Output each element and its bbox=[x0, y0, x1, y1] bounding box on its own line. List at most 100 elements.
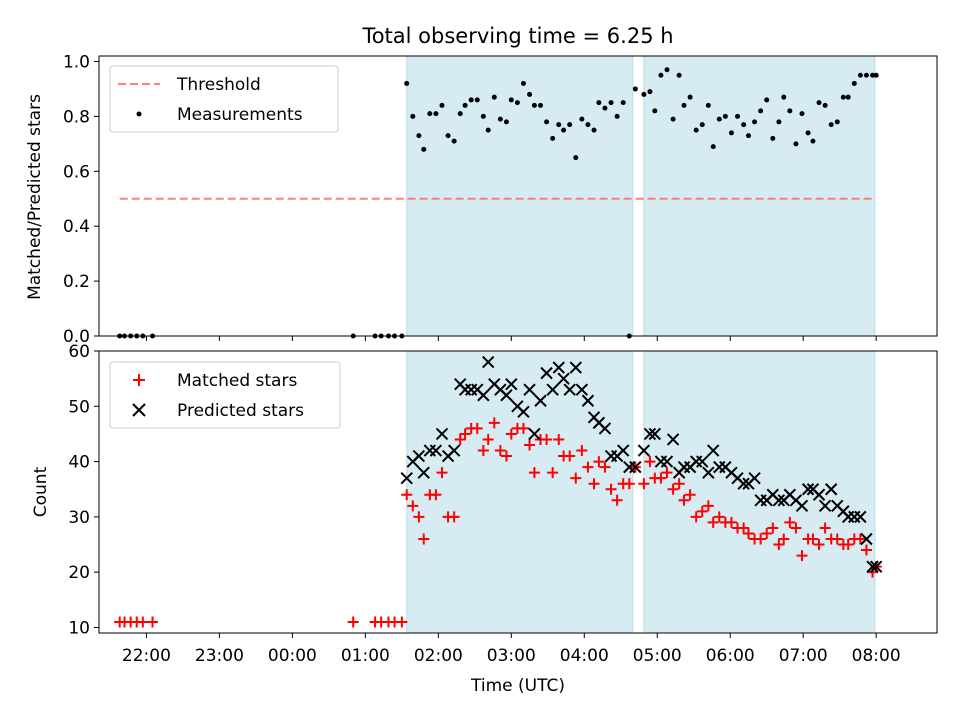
measurement-point bbox=[404, 80, 410, 86]
measurement-point bbox=[457, 111, 463, 117]
x-tick-label: 01:00 bbox=[341, 646, 390, 666]
measurement-point bbox=[544, 119, 550, 125]
predicted-star-point bbox=[435, 427, 449, 441]
matched-star-point bbox=[661, 467, 673, 479]
bottom-legend: Matched stars Predicted stars bbox=[109, 361, 341, 429]
matched-star-point bbox=[611, 494, 623, 506]
predicted-star-point bbox=[866, 560, 879, 573]
x-tick-label: 00:00 bbox=[268, 646, 317, 666]
measurements-legend-swatch bbox=[136, 111, 142, 117]
matched-star-point bbox=[582, 461, 594, 473]
matched-star-point bbox=[541, 433, 553, 445]
matched-star-point bbox=[755, 533, 767, 545]
matched-star-point bbox=[593, 456, 605, 468]
measurement-point bbox=[845, 94, 851, 100]
predicted-star-point bbox=[772, 494, 786, 507]
predicted-star-point bbox=[707, 444, 720, 457]
predicted-star-point bbox=[563, 383, 576, 396]
matched-star-point bbox=[528, 467, 540, 479]
predicted-star-point bbox=[660, 455, 674, 468]
matched-star-point bbox=[396, 616, 408, 628]
measurement-point bbox=[602, 105, 608, 111]
measurement-point bbox=[596, 100, 602, 106]
matched-star-point bbox=[623, 478, 635, 490]
matched-star-point bbox=[796, 550, 808, 562]
matched-star-point bbox=[742, 527, 754, 539]
measurement-point bbox=[787, 108, 793, 114]
measurement-point bbox=[531, 102, 537, 108]
matched-star-point bbox=[570, 472, 582, 484]
matched-star-point bbox=[790, 522, 802, 534]
measurement-point bbox=[579, 116, 585, 122]
measurement-point bbox=[805, 130, 811, 136]
predicted-star-point bbox=[523, 383, 536, 396]
predicted-star-point bbox=[505, 377, 518, 391]
measurement-point bbox=[439, 102, 445, 108]
x-tick-label: 22:00 bbox=[122, 646, 171, 666]
measurement-point bbox=[538, 102, 544, 108]
measurement-point bbox=[840, 94, 846, 100]
bottom-shaded-bands bbox=[406, 350, 876, 634]
predicted-star-point bbox=[552, 361, 565, 374]
matched-star-point bbox=[477, 445, 489, 457]
measurement-point bbox=[676, 72, 682, 78]
predicted-star-point bbox=[869, 560, 883, 573]
matched-star-point bbox=[842, 539, 854, 551]
figure-title: Total observing time = 6.25 h bbox=[361, 24, 673, 48]
top-y-tick-label: 0.0 bbox=[63, 327, 90, 347]
measurement-point bbox=[722, 113, 728, 119]
top-y-ticks: 0.0 0.2 0.4 0.6 0.8 1.0 bbox=[63, 52, 99, 347]
matched-star-point bbox=[576, 445, 588, 457]
matched-star-point bbox=[564, 450, 576, 462]
measurement-point bbox=[485, 127, 491, 133]
matched-star-point bbox=[784, 516, 796, 528]
measurement-point bbox=[710, 144, 716, 150]
measurement-point bbox=[474, 97, 480, 103]
predicted-star-point bbox=[801, 483, 815, 496]
matched-star-point bbox=[494, 445, 506, 457]
bottom-y-ticks: 10 20 30 40 50 60 bbox=[68, 342, 99, 638]
predicted-star-point bbox=[517, 405, 530, 419]
bottom-predicted-layer bbox=[400, 355, 883, 573]
measurement-point bbox=[647, 89, 653, 95]
matched-star-point bbox=[644, 456, 656, 468]
measurement-point bbox=[816, 100, 822, 106]
predicted-legend-swatch bbox=[132, 403, 146, 417]
top-plot-frame bbox=[98, 55, 938, 337]
predicted-star-point bbox=[528, 427, 541, 441]
matched-star-point bbox=[690, 511, 702, 523]
measurement-point bbox=[410, 113, 416, 119]
measurement-point bbox=[764, 97, 770, 103]
measurement-point bbox=[716, 116, 722, 122]
measurement-point bbox=[451, 138, 457, 144]
measurement-point bbox=[585, 122, 591, 128]
bottom-shaded-band bbox=[406, 350, 634, 634]
predicted-star-point bbox=[860, 532, 873, 546]
bottom-y-tick-label: 40 bbox=[68, 453, 90, 473]
matched-star-point bbox=[605, 483, 617, 495]
matched-star-point bbox=[867, 566, 879, 578]
x-tick-label: 08:00 bbox=[852, 646, 901, 666]
matched-star-point bbox=[454, 433, 466, 445]
matched-star-point bbox=[517, 422, 529, 434]
bottom-y-tick-label: 10 bbox=[68, 618, 90, 638]
measurement-point bbox=[468, 97, 474, 103]
measurement-point bbox=[741, 122, 747, 128]
measurement-point bbox=[520, 80, 526, 86]
measurement-point bbox=[591, 127, 597, 133]
predicted-star-point bbox=[417, 466, 430, 479]
predicted-star-point bbox=[534, 394, 547, 407]
measurement-point bbox=[735, 113, 741, 119]
predicted-star-point bbox=[818, 499, 832, 513]
predicted-star-point bbox=[447, 444, 461, 457]
predicted-star-point bbox=[412, 449, 426, 463]
matched-star-point bbox=[430, 489, 442, 501]
predicted-star-point bbox=[737, 477, 750, 490]
matched-star-point bbox=[413, 511, 425, 523]
top-legend-box bbox=[109, 65, 339, 133]
measurement-point bbox=[527, 91, 533, 97]
measurement-point bbox=[573, 155, 579, 161]
top-panel: 0.0 0.2 0.4 0.6 0.8 1.0 Threshold Measurement… bbox=[63, 52, 938, 347]
predicted-star-point bbox=[696, 455, 709, 468]
